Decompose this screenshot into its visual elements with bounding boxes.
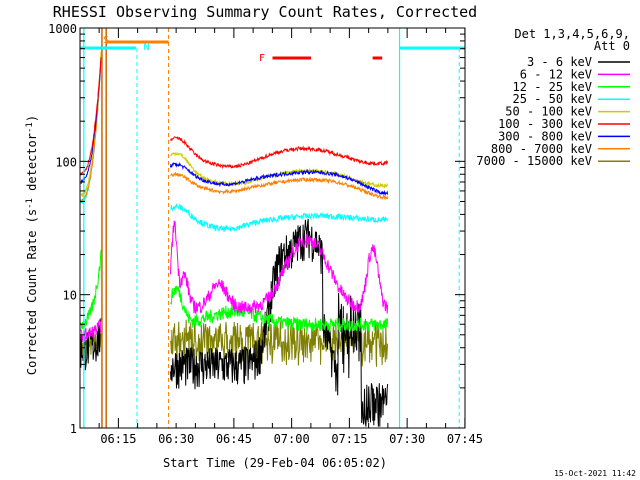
series-line-4 [80, 57, 389, 233]
legend-header-2: Att 0 [594, 39, 630, 53]
legend-label-3: 12 - 25 keV [513, 80, 592, 94]
legend-label-7: 300 - 800 keV [498, 129, 592, 143]
x-tick-label: 06:15 [100, 432, 136, 446]
x-tick-label: 07:30 [389, 432, 425, 446]
y-tick-label: 1 [70, 422, 77, 436]
legend-header-1: Det 1,3,4,5,6,9, [514, 27, 630, 41]
annotation-N_label: N [144, 42, 150, 53]
annotation-S_label: S [103, 35, 109, 46]
series-line-8 [80, 58, 389, 203]
legend-label-9: 7000 - 15000 keV [476, 154, 592, 168]
legend-label-6: 100 - 300 keV [498, 117, 592, 131]
y-axis-label: Corrected Count Rate (s-1 detector-1) [25, 115, 39, 375]
x-tick-label: 07:45 [447, 432, 483, 446]
series-line-5 [80, 51, 388, 197]
chart-title: RHESSI Observing Summary Count Rates, Co… [53, 3, 477, 21]
series-line-6 [80, 57, 389, 176]
y-tick-label: 1000 [48, 22, 77, 36]
legend-label-8: 800 - 7000 keV [491, 142, 592, 156]
observing-flags: S N F [80, 28, 465, 428]
plot-frame [79, 27, 466, 429]
legend-label-5: 50 - 100 keV [505, 105, 592, 119]
legend-label-1: 3 - 6 keV [527, 55, 592, 69]
axes: 1 10 100 1000 06:15 06:30 06:45 07:00 07:15 07:30… [48, 22, 483, 446]
annotation-F_label: F [259, 53, 265, 64]
legend-label-2: 6 - 12 keV [520, 67, 592, 81]
legend-label-4: 25 - 50 keV [513, 92, 592, 106]
x-tick-label: 06:45 [216, 432, 252, 446]
generation-timestamp: 15-Oct-2021 11:42 [554, 469, 636, 478]
x-tick-label: 07:00 [274, 432, 310, 446]
x-axis-label: Start Time (29-Feb-04 06:05:02) [163, 456, 387, 470]
y-tick-label: 100 [55, 155, 77, 169]
plot-area [80, 51, 389, 427]
y-tick-label: 10 [63, 289, 77, 303]
x-tick-label: 06:30 [158, 432, 194, 446]
x-tick-label: 07:15 [331, 432, 367, 446]
